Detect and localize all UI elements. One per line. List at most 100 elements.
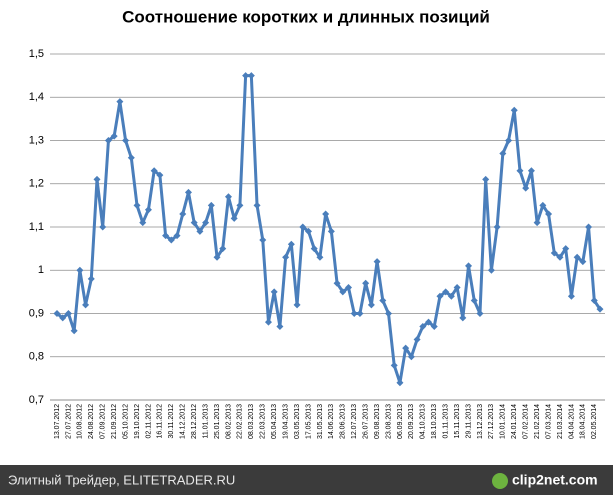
y-tick-label: 1,3 [29, 134, 44, 146]
data-point [190, 219, 198, 227]
data-point [396, 379, 404, 387]
data-point [162, 232, 170, 240]
data-point [322, 210, 330, 218]
x-tick-label: 04.04.2014 [568, 404, 575, 439]
data-point [110, 132, 118, 140]
x-tick-label: 02.05.2014 [591, 404, 598, 439]
x-tick-label: 01.11.2013 [443, 404, 450, 439]
data-point [585, 223, 593, 231]
data-point [64, 310, 72, 317]
data-point [385, 310, 393, 317]
data-point [567, 292, 575, 300]
x-tick-label: 05.04.2013 [271, 404, 278, 439]
data-point [339, 288, 347, 296]
data-point [430, 322, 438, 330]
data-point [219, 245, 227, 253]
x-tick-label: 24.01.2014 [511, 404, 518, 439]
data-point [327, 227, 335, 235]
data-point [310, 245, 318, 253]
data-point [122, 137, 130, 144]
x-tick-label: 21.09.2012 [111, 404, 118, 439]
x-tick-label: 19.10.2012 [134, 404, 141, 439]
data-point [442, 288, 450, 296]
data-point [253, 201, 261, 209]
data-point [476, 310, 484, 317]
x-tick-label: 24.08.2012 [88, 404, 95, 439]
data-point [562, 245, 570, 253]
y-tick-label: 1,5 [29, 48, 44, 60]
data-point [373, 258, 381, 266]
data-point [573, 253, 581, 261]
y-tick-label: 1 [38, 264, 44, 276]
data-point [402, 344, 410, 352]
data-point [202, 219, 210, 227]
data-point [590, 297, 598, 305]
x-tick-label: 21.02.2014 [534, 404, 541, 439]
data-point [510, 106, 518, 114]
x-tick-label: 23.08.2013 [385, 404, 392, 439]
chart-title: Соотношение коротких и длинных позиций [122, 7, 490, 26]
x-tick-label: 14.06.2013 [328, 404, 335, 439]
data-point [213, 253, 221, 261]
data-point [242, 72, 250, 80]
x-tick-label: 03.05.2013 [294, 404, 301, 439]
data-point [287, 240, 295, 248]
x-tick-label: 27.07.2012 [65, 404, 72, 439]
x-tick-label: 30.11.2012 [168, 404, 175, 439]
x-tick-label: 14.12.2012 [180, 404, 187, 439]
footer-source: Элитный Трейдер, ELITETRADER.RU [8, 472, 235, 487]
y-tick-label: 0,7 [29, 394, 44, 406]
x-tick-label: 25.01.2013 [214, 404, 221, 439]
data-point [247, 72, 255, 80]
x-tick-label: 19.04.2013 [282, 404, 289, 439]
x-tick-label: 10.01.2014 [500, 404, 507, 439]
data-point [345, 284, 353, 292]
data-point [453, 284, 461, 292]
x-tick-label: 22.03.2013 [260, 404, 267, 439]
data-point [356, 310, 364, 317]
data-point [527, 167, 535, 175]
data-point [539, 201, 547, 209]
data-point [556, 253, 564, 261]
data-point [53, 310, 61, 317]
data-point [276, 322, 284, 330]
x-tick-label: 13.07.2012 [54, 404, 61, 439]
x-tick-label: 11.01.2013 [202, 404, 209, 439]
data-point [93, 175, 101, 183]
data-point [70, 327, 78, 335]
footer-logo[interactable]: clip2net.com [512, 472, 598, 488]
data-point [127, 154, 135, 162]
x-tick-label: 07.02.2014 [523, 404, 530, 439]
x-tick-label: 17.05.2013 [305, 404, 312, 439]
data-point [104, 137, 112, 144]
x-tick-label: 08.03.2013 [248, 404, 255, 439]
data-point [379, 297, 387, 305]
data-point [270, 288, 278, 296]
data-point [236, 201, 244, 209]
x-tick-label: 15.11.2013 [454, 404, 461, 439]
data-point [470, 297, 478, 305]
data-point [293, 301, 301, 309]
data-point [550, 249, 558, 257]
data-point [133, 201, 141, 209]
data-point [522, 184, 530, 192]
data-point [173, 232, 181, 240]
data-point [76, 266, 84, 274]
footer-bar [0, 465, 613, 495]
data-point [482, 175, 490, 183]
data-point [407, 353, 415, 361]
data-point [436, 292, 444, 300]
y-tick-label: 0,8 [29, 351, 44, 363]
data-point [87, 275, 95, 283]
x-tick-label: 07.03.2014 [545, 404, 552, 439]
data-point [230, 214, 238, 222]
y-tick-label: 1,4 [29, 91, 44, 103]
data-point [487, 266, 495, 274]
data-point [82, 301, 90, 309]
data-point [350, 310, 358, 317]
x-tick-label: 10.08.2012 [77, 404, 84, 439]
data-point [150, 167, 158, 175]
x-tick-label: 09.08.2013 [374, 404, 381, 439]
x-tick-label: 07.09.2012 [100, 404, 107, 439]
